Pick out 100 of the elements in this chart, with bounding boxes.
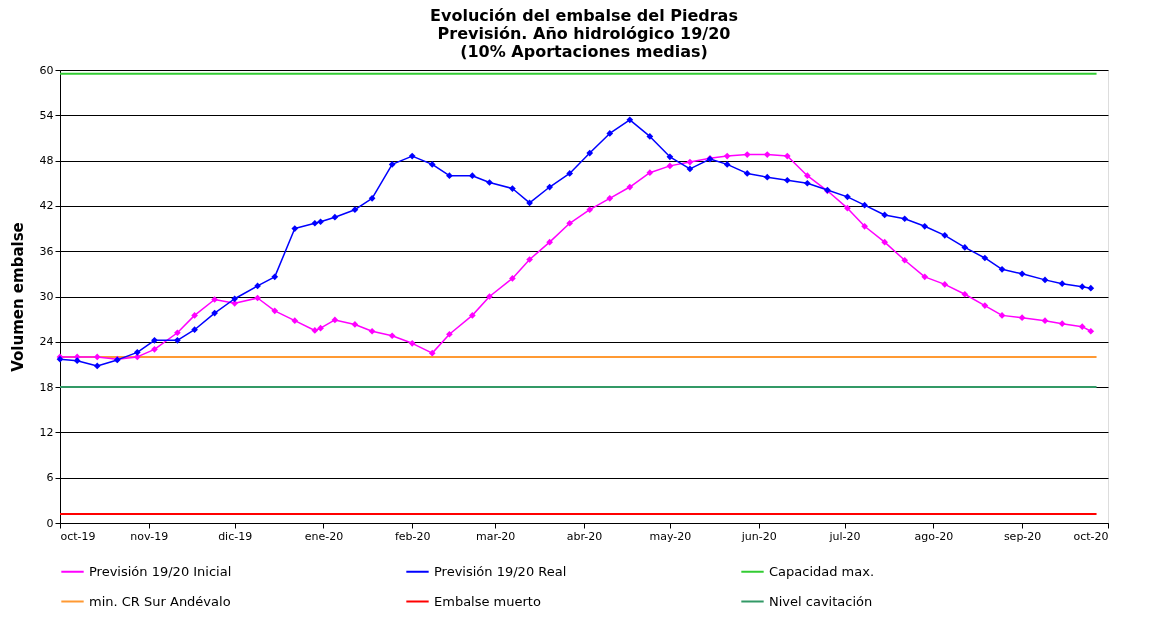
text: Previsión. Año hidrológico 19/20 bbox=[437, 24, 731, 43]
y-tick-label: 24 bbox=[39, 335, 54, 349]
y-tick-label: 12 bbox=[39, 425, 54, 439]
point bbox=[133, 349, 141, 356]
point bbox=[961, 244, 969, 251]
point bbox=[291, 225, 299, 232]
point bbox=[881, 211, 889, 219]
point bbox=[844, 204, 851, 212]
point bbox=[211, 296, 218, 303]
point bbox=[921, 222, 929, 230]
point bbox=[191, 326, 198, 334]
x-tick-label: jul-20 bbox=[828, 529, 861, 543]
point bbox=[231, 295, 239, 303]
point bbox=[586, 149, 594, 157]
point bbox=[723, 161, 731, 168]
point bbox=[93, 362, 101, 370]
y-tick-label: 42 bbox=[39, 199, 54, 213]
point bbox=[566, 170, 574, 177]
point bbox=[586, 206, 594, 214]
point bbox=[254, 282, 261, 290]
point bbox=[428, 161, 436, 168]
point bbox=[351, 206, 359, 214]
point bbox=[686, 165, 694, 173]
point bbox=[763, 151, 771, 158]
x-tick-label: ago-20 bbox=[914, 529, 954, 543]
legend-label: Embalse muerto bbox=[434, 593, 541, 609]
point bbox=[468, 172, 476, 180]
point bbox=[174, 329, 181, 337]
x-tick-label: nov-19 bbox=[130, 529, 169, 543]
point bbox=[311, 327, 319, 334]
point bbox=[446, 330, 453, 338]
point bbox=[783, 176, 791, 184]
point bbox=[388, 332, 396, 340]
point bbox=[686, 158, 694, 166]
point bbox=[763, 173, 771, 181]
point bbox=[1078, 323, 1086, 331]
point bbox=[666, 153, 674, 161]
point bbox=[271, 307, 279, 315]
point bbox=[486, 293, 493, 300]
x-tick-label: oct-19 bbox=[60, 529, 96, 543]
point bbox=[1058, 320, 1066, 328]
y-tick-label: 60 bbox=[39, 63, 54, 77]
point bbox=[1058, 280, 1066, 288]
point bbox=[509, 275, 516, 282]
point bbox=[1018, 270, 1026, 278]
y-tick-label: 6 bbox=[46, 471, 54, 485]
point bbox=[606, 130, 614, 137]
text: (10% Aportaciones medias) bbox=[460, 42, 708, 61]
point bbox=[317, 218, 324, 226]
point bbox=[566, 219, 574, 227]
point bbox=[921, 273, 929, 281]
point bbox=[408, 152, 416, 160]
point bbox=[743, 170, 751, 177]
point bbox=[151, 346, 158, 353]
point bbox=[1018, 314, 1026, 321]
point bbox=[331, 213, 339, 221]
point bbox=[317, 324, 324, 332]
point bbox=[331, 316, 339, 324]
point bbox=[981, 254, 989, 262]
point bbox=[1078, 283, 1086, 291]
x-tick-label: abr-20 bbox=[566, 529, 603, 543]
point bbox=[1087, 327, 1095, 335]
y-tick-label: 30 bbox=[39, 290, 54, 303]
point bbox=[941, 281, 949, 288]
point bbox=[486, 179, 493, 186]
point bbox=[861, 222, 868, 230]
point bbox=[408, 339, 416, 347]
point bbox=[526, 199, 533, 207]
point bbox=[1087, 284, 1095, 292]
point bbox=[191, 312, 198, 319]
point bbox=[666, 162, 674, 170]
point bbox=[73, 357, 81, 365]
point bbox=[941, 231, 949, 239]
point bbox=[606, 195, 614, 202]
point bbox=[546, 238, 553, 246]
point bbox=[388, 161, 396, 168]
point bbox=[526, 256, 533, 263]
x-tick-label: oct-20 bbox=[1073, 529, 1109, 543]
legend-label: Previsión 19/20 Real bbox=[434, 563, 567, 579]
point bbox=[271, 273, 279, 281]
legend-label: Capacidad max. bbox=[769, 563, 875, 579]
point bbox=[626, 183, 634, 191]
y-tick-label: 0 bbox=[46, 516, 54, 530]
point bbox=[509, 185, 516, 192]
point bbox=[291, 317, 299, 325]
point bbox=[981, 302, 989, 309]
point bbox=[428, 349, 436, 357]
point bbox=[961, 290, 969, 298]
point bbox=[998, 265, 1006, 273]
point bbox=[901, 256, 909, 264]
y-tick-label: 48 bbox=[39, 154, 54, 168]
x-tick-label: sep-20 bbox=[1003, 529, 1042, 543]
point bbox=[723, 152, 731, 160]
x-tick-label: ene-20 bbox=[304, 529, 344, 543]
point bbox=[368, 327, 376, 335]
point bbox=[646, 133, 654, 140]
y-tick-label: 36 bbox=[39, 244, 54, 258]
x-tick-label: mar-20 bbox=[476, 529, 516, 543]
point bbox=[351, 321, 359, 328]
point bbox=[803, 172, 811, 180]
